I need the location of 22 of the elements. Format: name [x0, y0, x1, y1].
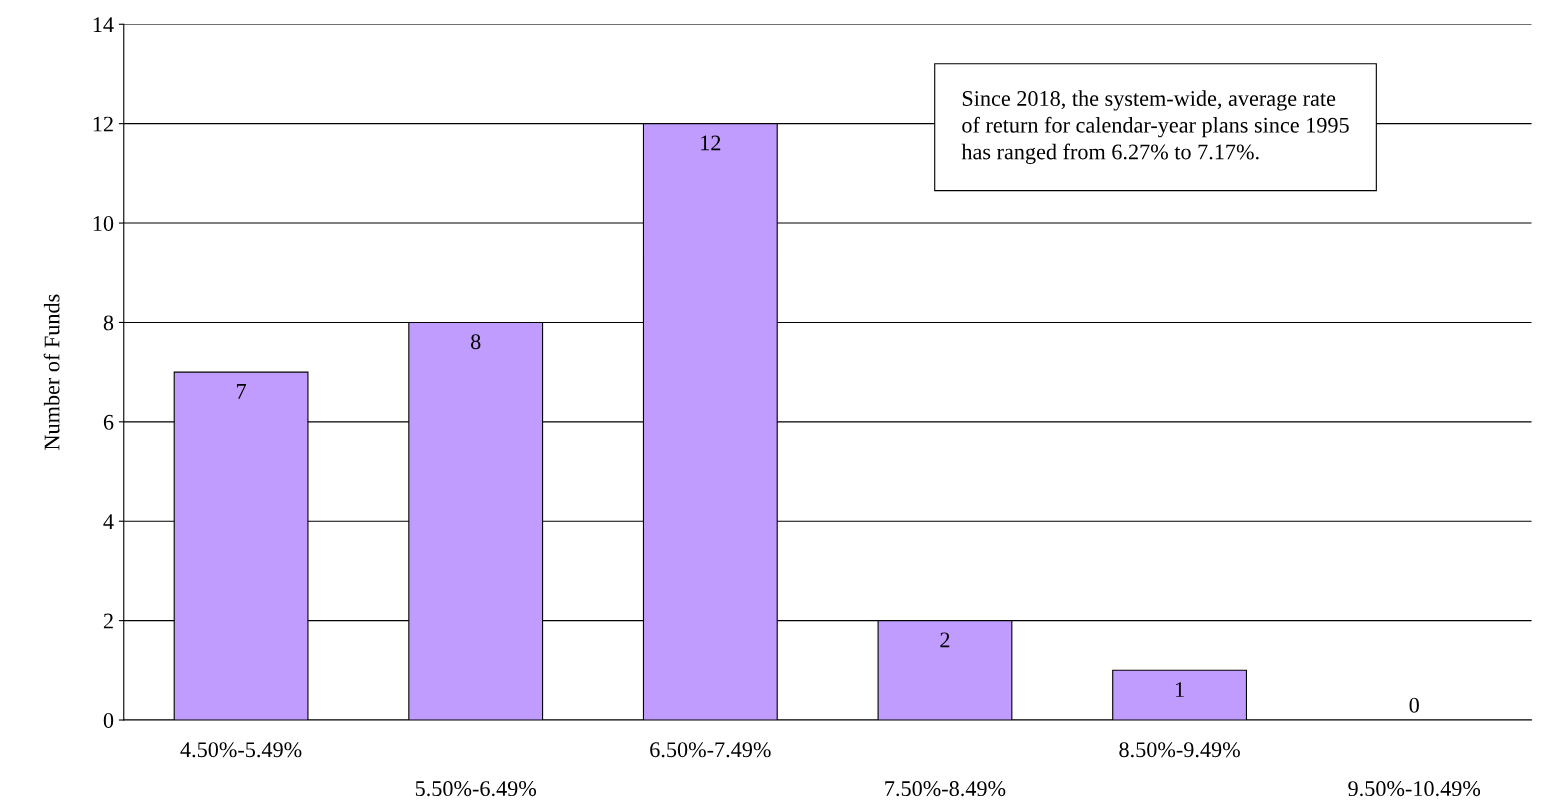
- x-tick-label: 8.50%-9.49%: [1119, 742, 1240, 758]
- y-tick-label: 8: [103, 315, 114, 331]
- y-tick-label: 10: [93, 215, 114, 231]
- data-label: 0: [1409, 697, 1419, 713]
- annotation: Since 2018, the system-wide, average rate of return for calendar-year plans since 1995 has ranged from 6.27% to 7.17%.: [961, 90, 1349, 164]
- y-tick-label: 14: [93, 17, 114, 32]
- y-tick-label: 6: [103, 414, 114, 430]
- x-tick-label: 6.50%-7.49%: [650, 742, 771, 758]
- x-tick-label: 9.50%-10.49%: [1348, 781, 1481, 797]
- y-axis-title: Number of Funds: [43, 294, 60, 450]
- y-tick-label: 2: [103, 613, 113, 629]
- data-label: 7: [236, 384, 246, 399]
- x-tick-label: 5.50%-6.49%: [415, 781, 537, 797]
- data-label: 2: [940, 632, 950, 648]
- x-tick-label: 4.50%-5.49%: [180, 742, 302, 758]
- data-label: 8: [470, 334, 481, 350]
- data-label: 1: [1175, 682, 1184, 697]
- y-tick-label: 4: [103, 514, 114, 529]
- y-tick-label: 12: [93, 116, 113, 132]
- y-tick-label: 0: [103, 712, 114, 728]
- data-label: 12: [701, 135, 721, 151]
- x-tick-label: 7.50%-8.49%: [885, 781, 1006, 797]
